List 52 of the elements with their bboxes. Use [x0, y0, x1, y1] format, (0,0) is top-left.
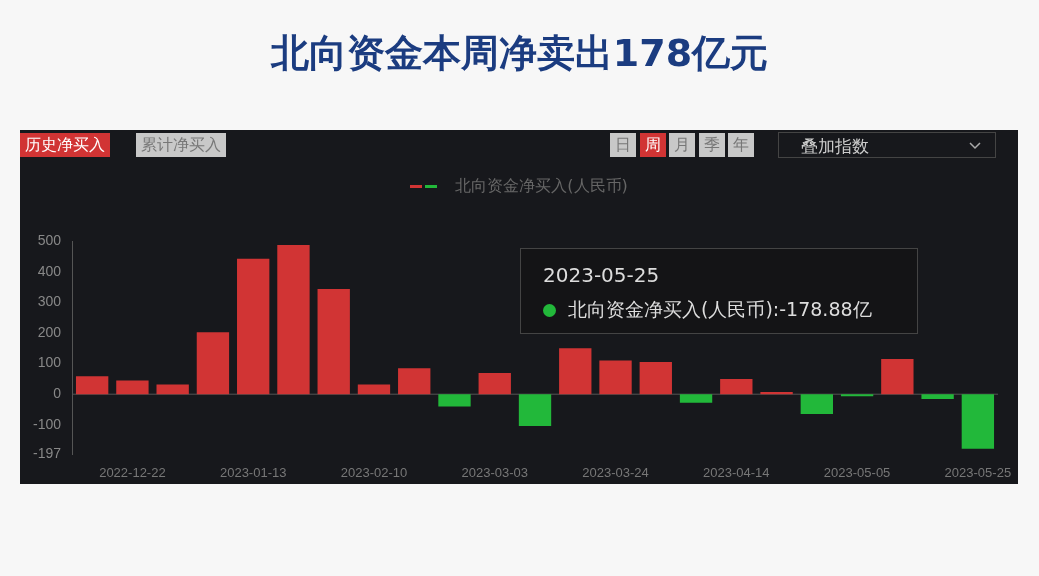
- bar: [196, 332, 230, 395]
- text: 年: [728, 133, 754, 157]
- bar: [840, 394, 874, 397]
- legend-label: 北向资金净买入(人民币): [454, 176, 628, 195]
- y-tick-label: 300: [37, 293, 62, 310]
- bar: [116, 380, 149, 395]
- text: 周: [639, 133, 666, 157]
- y-tick-label: 100: [37, 354, 62, 371]
- x-tick-label: 2023-02-10: [340, 464, 408, 480]
- bar: [357, 384, 391, 395]
- bar: [921, 394, 954, 400]
- bar: [800, 394, 834, 415]
- bar: [478, 373, 511, 395]
- bar: [317, 289, 350, 395]
- y-tick-label: 400: [37, 262, 62, 279]
- bar: [518, 394, 552, 426]
- bar: [679, 394, 713, 403]
- text: 累计净买入: [136, 133, 226, 157]
- bar: [438, 394, 471, 407]
- x-tick-label: 2023-01-13: [219, 464, 287, 480]
- y-tick-label: -100: [32, 415, 62, 432]
- bar: [881, 359, 914, 395]
- x-tick-label: 2022-12-22: [99, 464, 166, 480]
- chart-title: 北向资金本周净卖出178亿元: [269, 30, 770, 77]
- bar: [156, 384, 189, 395]
- annotation: 北向资金净买入(人民币):-178.88亿: [568, 298, 872, 320]
- annotation: 2023-05-25: [543, 263, 660, 287]
- bar: [398, 368, 431, 395]
- x-tick-label: 2023-04-14: [703, 464, 770, 480]
- text: 叠加指数: [778, 132, 996, 158]
- bar: [559, 348, 592, 395]
- tooltip-card: 2023-05-25 北向资金净买入(人民币):-178.88亿: [520, 248, 918, 334]
- text: 季: [698, 133, 725, 157]
- bar: [277, 245, 310, 395]
- text: 日: [610, 133, 636, 157]
- x-tick-label: 2023-03-24: [582, 464, 649, 480]
- text: 历史净买入: [20, 133, 110, 157]
- bar: [237, 258, 270, 395]
- bar: [599, 360, 632, 395]
- y-tick-label: 500: [37, 232, 62, 249]
- bar: [720, 378, 753, 395]
- bar: [961, 394, 995, 449]
- bar: [639, 362, 672, 395]
- x-tick-label: 2023-05-25: [944, 464, 1012, 480]
- y-tick-label: -197: [32, 445, 62, 462]
- y-tick-label: 0: [53, 385, 62, 402]
- bar: [75, 376, 109, 395]
- x-tick-label: 2023-05-05: [823, 464, 891, 480]
- y-tick-label: 200: [37, 323, 62, 340]
- text: 月: [669, 133, 695, 157]
- x-tick-label: 2023-03-03: [461, 464, 528, 480]
- bar: [760, 392, 793, 395]
